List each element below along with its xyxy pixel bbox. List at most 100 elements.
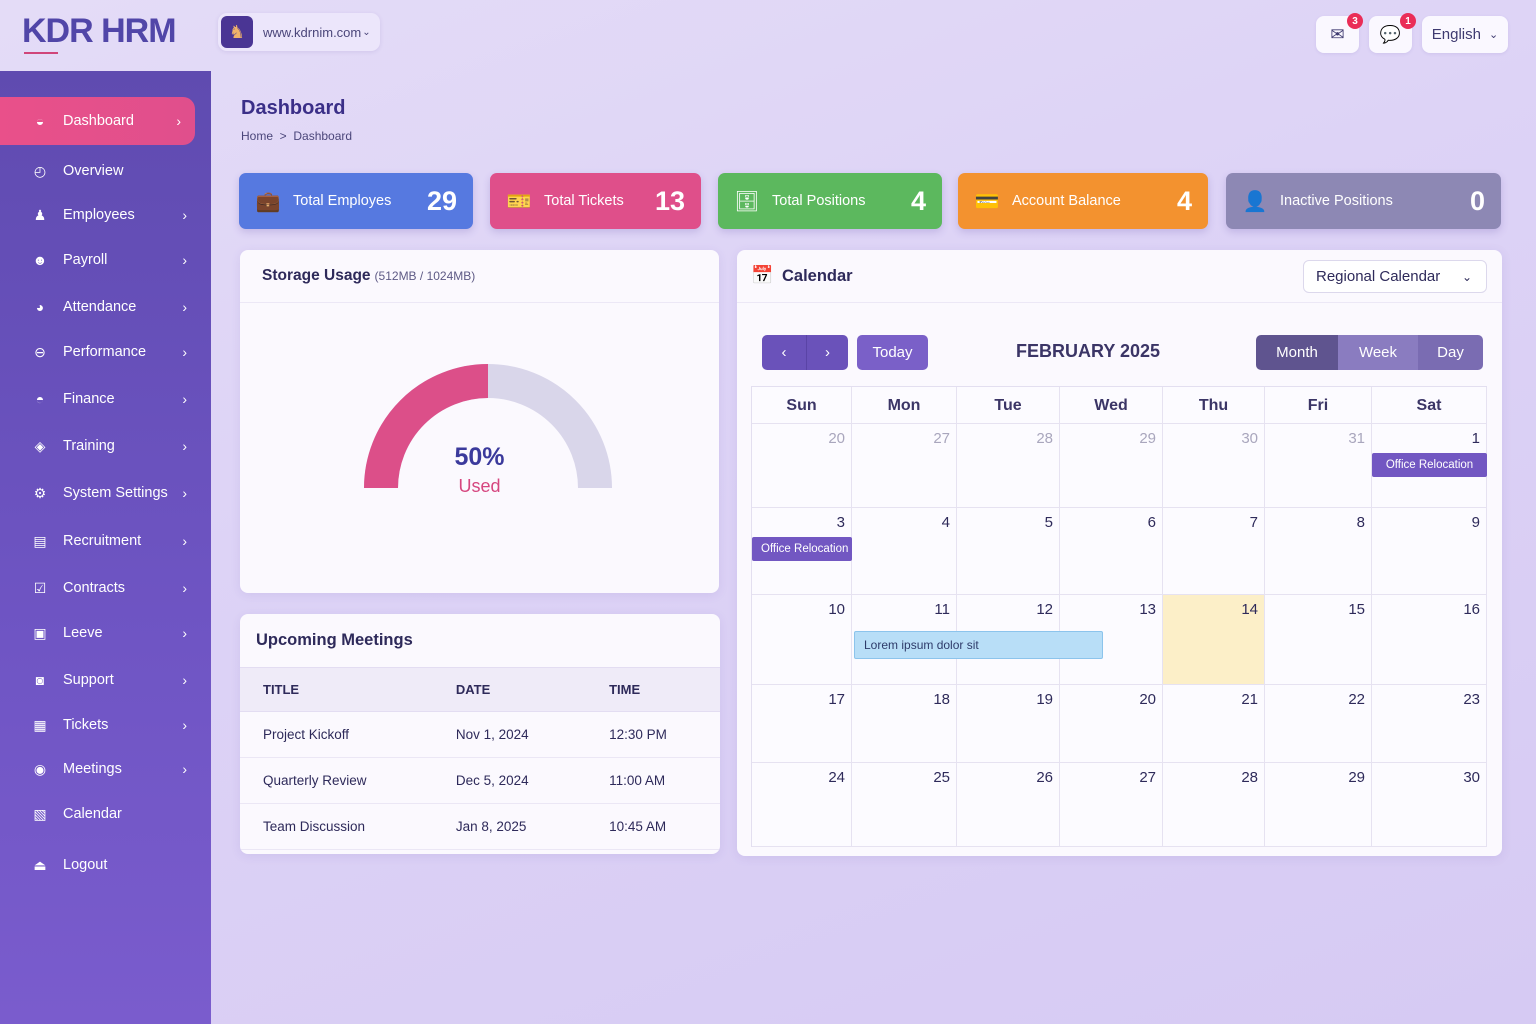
language-select[interactable]: English ⌄ <box>1422 16 1508 53</box>
sidebar-item-calendar[interactable]: ▧ Calendar <box>0 792 211 836</box>
view-week-button[interactable]: Week <box>1338 335 1418 370</box>
calendar-day[interactable]: 7 <box>1163 508 1265 595</box>
calendar-icon: 📅 <box>751 265 774 285</box>
calendar-event[interactable]: Lorem ipsum dolor sit <box>854 631 1103 659</box>
calendar-day[interactable]: 22 <box>1265 685 1372 763</box>
sidebar-item-payroll[interactable]: ☻ Payroll › <box>0 238 211 282</box>
calendar-day[interactable]: 8 <box>1265 508 1372 595</box>
sidebar-item-dashboard[interactable]: ◒ Dashboard › <box>0 97 195 145</box>
calendar-day[interactable]: 14 <box>1163 595 1265 685</box>
calendar-day[interactable]: 25 <box>852 763 957 847</box>
calendar-day[interactable]: 16 <box>1372 595 1487 685</box>
brand-logo[interactable]: KDR HRM <box>22 12 177 54</box>
calendar-day[interactable]: 23 <box>1372 685 1487 763</box>
stat-card-total-tickets[interactable]: 🎫 Total Tickets 13 <box>490 173 701 229</box>
calendar-day[interactable]: 13 <box>1060 595 1163 685</box>
table-row[interactable]: Team Discussion Jan 8, 2025 10:45 AM <box>240 803 720 850</box>
sidebar-item-attendance[interactable]: ◕ Attendance › <box>0 285 211 329</box>
calendar-day[interactable]: 17 <box>752 685 852 763</box>
chevron-right-icon: › <box>182 580 187 596</box>
storage-used-label: Used <box>458 476 501 496</box>
recruitment-icon: ▤ <box>33 532 47 549</box>
day-number: 21 <box>1241 691 1258 708</box>
calendar-day[interactable]: 30 <box>1163 424 1265 508</box>
stat-card-total-positions[interactable]: 🗄 Total Positions 4 <box>718 173 942 229</box>
sidebar-item-system-settings[interactable]: ⚙ System Settings › <box>0 471 211 515</box>
view-day-button[interactable]: Day <box>1418 335 1483 370</box>
calendar-day[interactable]: 10 <box>752 595 852 685</box>
calendar-day[interactable]: 6 <box>1060 508 1163 595</box>
calendar-day[interactable]: 27 <box>1060 763 1163 847</box>
calendar-day[interactable]: 5 <box>957 508 1060 595</box>
calendar-day[interactable]: 29 <box>1060 424 1163 508</box>
calendar-day[interactable]: 28 <box>1163 763 1265 847</box>
calendar-day[interactable]: 28 <box>957 424 1060 508</box>
contracts-icon: ☑ <box>33 579 47 596</box>
calendar-day[interactable]: 31 <box>1265 424 1372 508</box>
calendar-day[interactable]: 29 <box>1265 763 1372 847</box>
day-number: 28 <box>1036 430 1053 447</box>
site-selector[interactable]: ♞ www.kdrnim.com ⌄ <box>218 13 380 51</box>
calendar-day[interactable]: 21 <box>1163 685 1265 763</box>
calendar-day[interactable]: 20 <box>752 424 852 508</box>
sidebar-item-finance[interactable]: ◓ Finance › <box>0 377 211 421</box>
chevron-right-icon: › <box>182 344 187 360</box>
calendar-event[interactable]: Office Relocation <box>752 537 852 561</box>
stat-card-total-employes[interactable]: 💼 Total Employes 29 <box>239 173 473 229</box>
calendar-day[interactable]: 18 <box>852 685 957 763</box>
sidebar-item-training[interactable]: ◈ Training › <box>0 424 211 468</box>
day-number: 10 <box>828 601 845 618</box>
calendar-day[interactable]: 27 <box>852 424 957 508</box>
breadcrumb-home[interactable]: Home <box>241 129 274 143</box>
calendar-day[interactable]: 20 <box>1060 685 1163 763</box>
calendar-day[interactable]: 26 <box>957 763 1060 847</box>
calendar-day[interactable]: 4 <box>852 508 957 595</box>
table-row[interactable]: Project Kickoff Nov 1, 2024 12:30 PM <box>240 711 720 758</box>
stat-card-inactive-positions[interactable]: 👤 Inactive Positions 0 <box>1226 173 1501 229</box>
stat-card-account-balance[interactable]: 💳 Account Balance 4 <box>958 173 1208 229</box>
calendar-day[interactable]: 24 <box>752 763 852 847</box>
sidebar-item-overview[interactable]: ◴ Overview <box>0 149 211 193</box>
day-number: 29 <box>1348 769 1365 786</box>
calendar-day[interactable]: 9 <box>1372 508 1487 595</box>
sidebar-item-recruitment[interactable]: ▤ Recruitment › <box>0 519 211 563</box>
sidebar-item-support[interactable]: ◙ Support › <box>0 658 211 702</box>
mail-button[interactable]: ✉ 3 <box>1316 13 1363 53</box>
next-month-button[interactable]: › <box>806 335 848 370</box>
sidebar-item-label: Support <box>63 672 114 688</box>
calendar-event[interactable]: Office Relocation <box>1372 453 1487 477</box>
day-number: 9 <box>1471 514 1480 531</box>
meeting-title: Project Kickoff <box>240 711 433 758</box>
stat-label: Total Tickets <box>544 193 624 209</box>
prev-month-button[interactable]: ‹ <box>762 335 806 370</box>
sidebar-item-meetings[interactable]: ◉ Meetings › <box>0 747 211 791</box>
view-month-button[interactable]: Month <box>1256 335 1338 370</box>
sidebar-item-contracts[interactable]: ☑ Contracts › <box>0 566 211 610</box>
sidebar-item-logout[interactable]: ⏏ Logout <box>0 843 211 887</box>
chevron-right-icon: › <box>182 391 187 407</box>
day-number: 22 <box>1348 691 1365 708</box>
day-number: 27 <box>933 430 950 447</box>
day-number: 25 <box>933 769 950 786</box>
storage-percent: 50% <box>454 443 505 471</box>
sidebar-item-tickets[interactable]: ▦ Tickets › <box>0 703 211 747</box>
regional-calendar-select[interactable]: Regional Calendar ⌄ <box>1303 260 1487 293</box>
mail-icon: ✉ <box>1330 24 1345 44</box>
sidebar-item-performance[interactable]: ⊖ Performance › <box>0 330 211 374</box>
sidebar-item-leeve[interactable]: ▣ Leeve › <box>0 611 211 655</box>
table-row[interactable]: Quarterly Review Dec 5, 2024 11:00 AM <box>240 757 720 804</box>
calendar-day[interactable]: 19 <box>957 685 1060 763</box>
col-date: DATE <box>432 667 587 712</box>
calendar-day[interactable]: 15 <box>1265 595 1372 685</box>
stat-value: 4 <box>910 185 926 216</box>
day-number: 11 <box>934 601 950 618</box>
day-number: 16 <box>1463 601 1480 618</box>
sidebar-item-label: System Settings <box>63 485 168 501</box>
sidebar-item-employees[interactable]: ♟ Employees › <box>0 193 211 237</box>
chat-button[interactable]: 💬 1 <box>1369 13 1416 53</box>
calendar-day[interactable]: 30 <box>1372 763 1487 847</box>
storage-detail: (512MB / 1024MB) <box>374 269 476 283</box>
today-button[interactable]: Today <box>857 335 928 370</box>
meeting-time: 10:45 AM <box>586 803 720 850</box>
gear-icon: ⚙ <box>33 484 47 501</box>
